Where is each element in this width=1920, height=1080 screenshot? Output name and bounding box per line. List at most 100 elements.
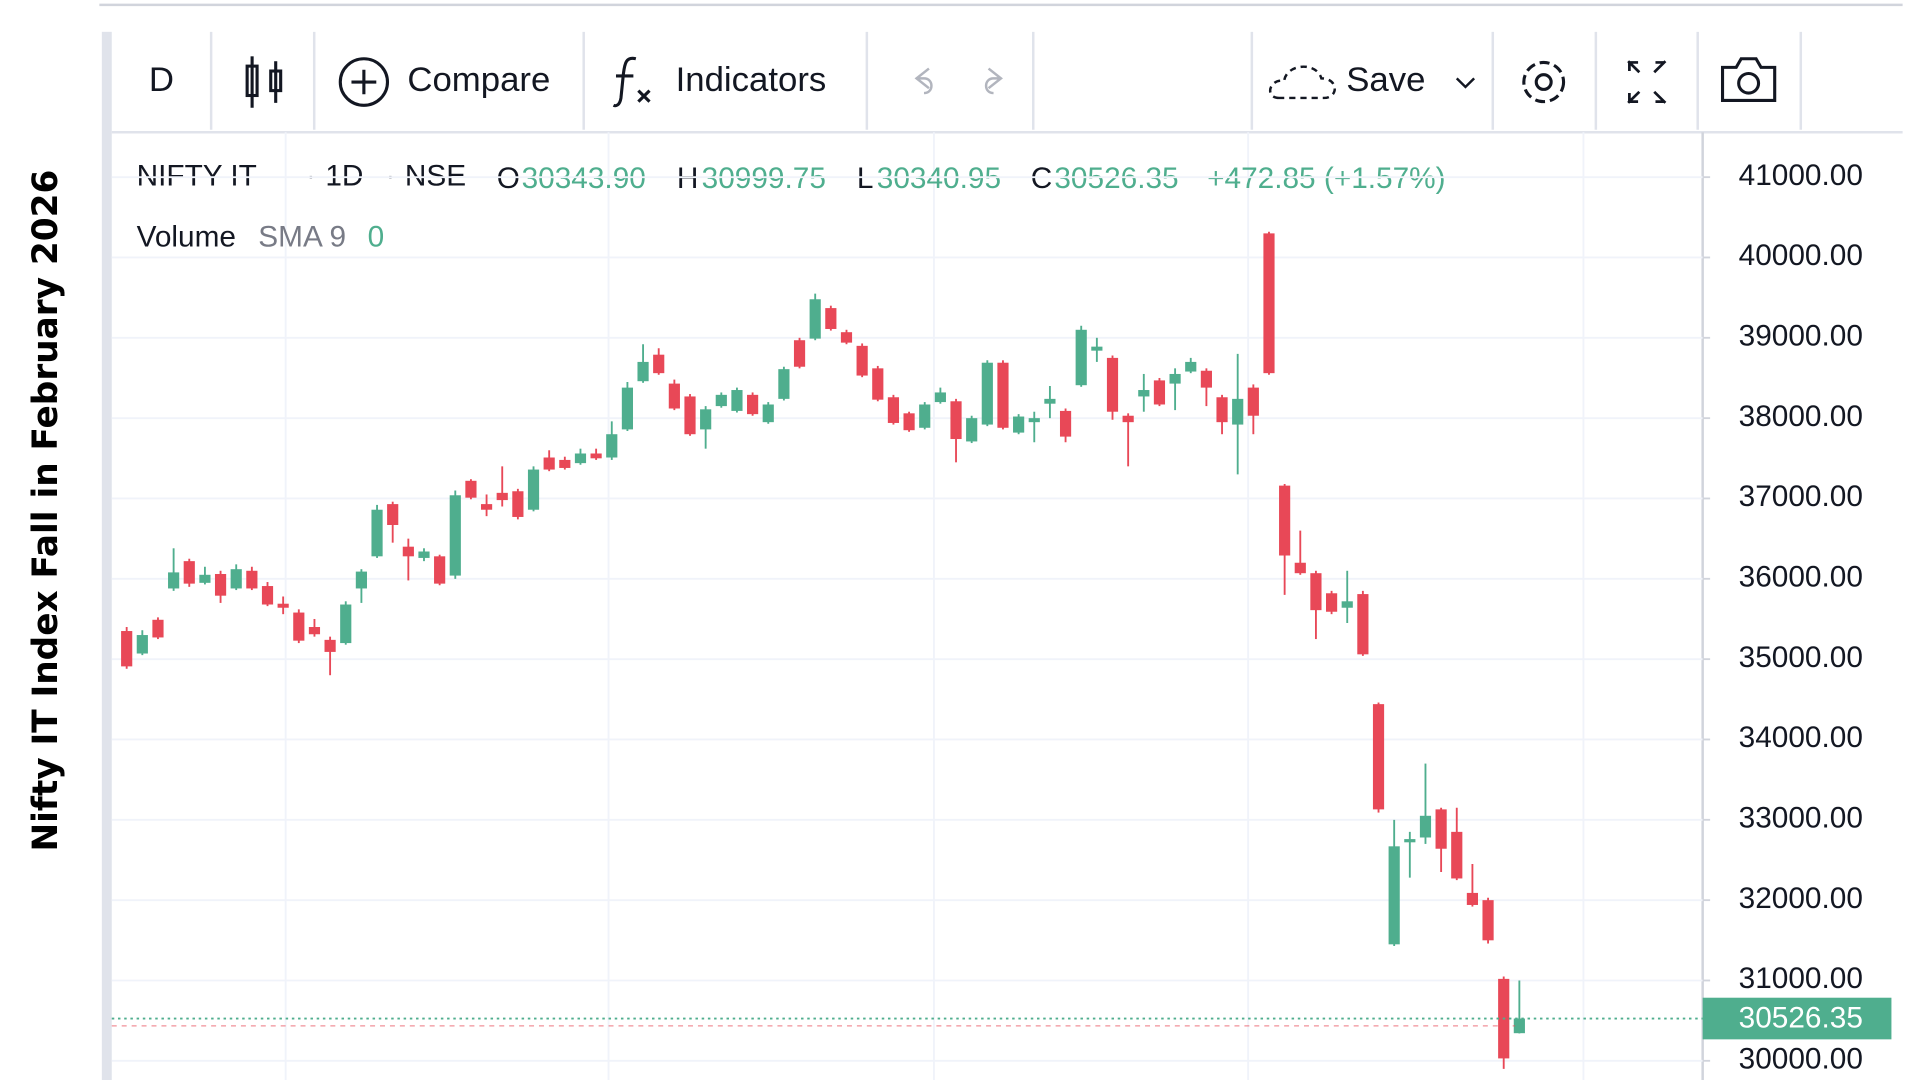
candle-body (402, 546, 414, 557)
candle-body (480, 504, 493, 510)
candle-body (700, 409, 712, 430)
candle-body (621, 387, 634, 430)
candle-body (199, 574, 211, 583)
candle-body (840, 332, 853, 343)
candle-body (1482, 900, 1494, 941)
candle-body (1075, 329, 1087, 386)
candle-body (121, 631, 133, 667)
candle-body (668, 383, 680, 409)
redo-button[interactable] (984, 67, 1003, 95)
y-tick-label: 37000.00 (1739, 480, 1863, 513)
chart-title: Nifty IT Index Fall in February 2026 (26, 170, 66, 852)
candle-body (387, 504, 399, 525)
candle-body (340, 604, 352, 644)
interval-button[interactable]: D (149, 61, 174, 99)
candle-body (715, 394, 727, 407)
candle-body (966, 418, 978, 442)
chart-type-button[interactable] (245, 56, 283, 108)
candle-body (1138, 390, 1150, 397)
candle-body (1091, 346, 1103, 351)
candle-body (136, 635, 148, 654)
candle-body (261, 586, 274, 605)
candle-body (574, 453, 587, 464)
cloud-icon (1269, 65, 1336, 100)
fx-icon (612, 56, 637, 108)
candle-body (809, 299, 821, 339)
y-tick-label: 30000.00 (1739, 1043, 1863, 1076)
candle-body (1247, 387, 1259, 416)
save-button[interactable]: Save (1269, 61, 1476, 100)
fullscreen-button[interactable] (1627, 60, 1667, 104)
volume-value: 0 (368, 221, 385, 254)
legend-change: +472.85 (+1.57%) (1207, 162, 1445, 195)
fx-x (637, 89, 651, 103)
candle-body (559, 459, 571, 468)
indicators-label: Indicators (676, 61, 827, 99)
compare-label: Compare (407, 61, 550, 99)
candle-body (543, 457, 555, 470)
candle-body (653, 354, 665, 374)
y-tick-label: 31000.00 (1739, 962, 1863, 995)
candle-body (731, 390, 743, 411)
candle-body (1106, 357, 1119, 412)
y-tick-label: 33000.00 (1739, 802, 1863, 835)
candle-body (1294, 562, 1306, 574)
y-tick-label: 32000.00 (1739, 882, 1863, 915)
legend-low: 30340.95 (877, 162, 1001, 195)
candle-body (934, 392, 946, 403)
candle-body (919, 404, 931, 428)
legend-open: 30343.90 (522, 162, 646, 195)
candle-body (1200, 370, 1212, 388)
legend-symbol: NIFTY IT (137, 159, 257, 192)
candle-body (277, 603, 289, 608)
candle-body (1169, 373, 1181, 384)
candle-body (1372, 704, 1385, 810)
camera-lens (1737, 71, 1761, 95)
candle-body (684, 396, 696, 435)
candle-body (168, 572, 180, 589)
candle-body (355, 571, 367, 589)
undo-button[interactable] (914, 67, 933, 95)
candle-body (606, 434, 618, 458)
candle-body (371, 509, 383, 557)
candle-body (1216, 397, 1228, 423)
candle-body (1185, 361, 1197, 372)
settings-button[interactable] (1522, 60, 1566, 104)
candle-body (950, 401, 962, 440)
candle-body (1341, 601, 1353, 608)
indicators-button[interactable]: Indicators (612, 56, 827, 108)
screenshot-button[interactable] (1720, 57, 1777, 102)
legend-close: 30526.35 (1054, 162, 1178, 195)
candle-body (637, 361, 649, 382)
candle-body (1404, 839, 1416, 843)
candle-body (183, 561, 195, 584)
candle-body (590, 453, 602, 459)
volume-label: Volume (137, 221, 236, 254)
candle-body (434, 556, 446, 584)
camera-icon (1720, 57, 1777, 102)
candle-body (1451, 831, 1463, 879)
legend-exchange: NSE (405, 159, 466, 192)
candle-body (1325, 593, 1338, 612)
candles (121, 231, 1525, 1069)
legend-high: 30999.75 (702, 162, 826, 195)
legend-close-key: C (1031, 162, 1053, 195)
candle-body (825, 308, 837, 329)
gear-inner (1534, 73, 1553, 91)
save-dropdown (1455, 77, 1476, 89)
legend-low-key: L (857, 162, 874, 195)
candle-body (1310, 573, 1322, 611)
y-tick-label: 36000.00 (1739, 561, 1863, 594)
candle-body (308, 627, 321, 635)
y-tick-label: 39000.00 (1739, 320, 1863, 353)
y-tick-label: 34000.00 (1739, 721, 1863, 754)
candle-body (152, 619, 164, 638)
candle-body (512, 491, 524, 517)
compare-button[interactable]: Compare (338, 57, 550, 107)
y-tick-label: 41000.00 (1739, 159, 1863, 192)
candle-body (465, 480, 477, 498)
candle-body (1232, 398, 1244, 425)
candle-body (246, 570, 258, 589)
compare-plus (351, 69, 377, 95)
